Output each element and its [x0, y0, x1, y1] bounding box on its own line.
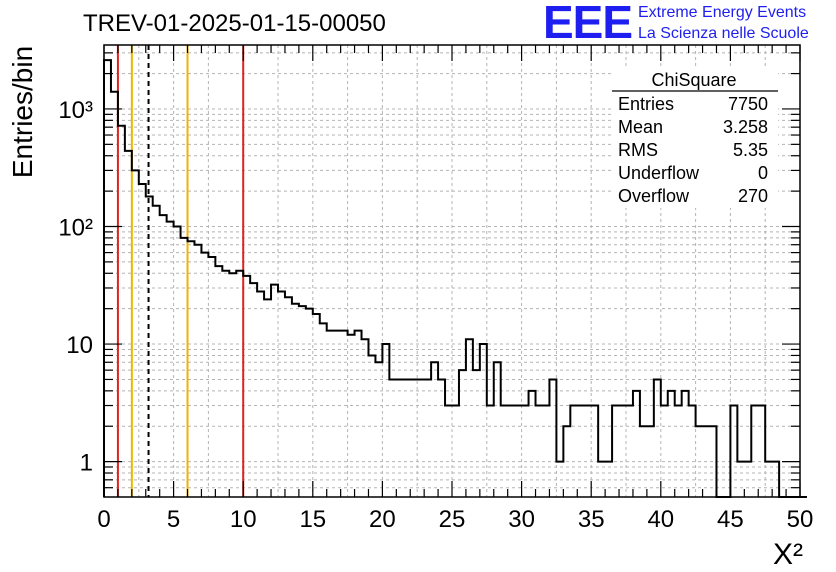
brand-line-2: La Scienza nelle Scuole [638, 25, 809, 42]
stats-row-label: RMS [618, 140, 658, 160]
x-tick-label: 20 [369, 506, 396, 533]
stats-row-label: Overflow [618, 186, 690, 206]
axis-ticks [103, 45, 801, 497]
brand-banner: EEE Extreme Energy Events La Scienza nel… [543, 0, 835, 48]
x-tick-label: 40 [647, 506, 674, 533]
y-tick-labels: 1 10 10² 10³ [58, 97, 93, 477]
stats-row-value: 270 [738, 186, 768, 206]
y-tick-label: 10² [58, 215, 93, 242]
x-tick-labels: 0 5 10 15 20 25 30 35 40 45 50 [97, 506, 813, 533]
stats-row-label: Underflow [618, 163, 700, 183]
x-tick-label: 35 [578, 506, 605, 533]
stats-row-value: 5.35 [733, 140, 768, 160]
stats-row-label: Entries [618, 94, 674, 114]
x-tick-label: 10 [230, 506, 257, 533]
y-tick-label: 10³ [58, 97, 93, 124]
x-tick-label: 25 [439, 506, 466, 533]
x-tick-label: 5 [167, 506, 180, 533]
y-axis-label: Entries/bin [7, 46, 38, 178]
histogram-line [103, 59, 807, 498]
x-tick-label: 45 [717, 506, 744, 533]
x-tick-label: 0 [97, 506, 110, 533]
x-tick-label: 15 [299, 506, 326, 533]
stats-box: ChiSquare Entries 7750 Mean 3.258 RMS 5.35 Und… [612, 68, 778, 208]
y-tick-label: 1 [80, 450, 93, 477]
x-tick-label: 30 [508, 506, 535, 533]
stats-row-value: 7750 [728, 94, 768, 114]
brand-logo: EEE [543, 0, 633, 48]
stats-row-label: Mean [618, 117, 663, 137]
stats-row-value: 3.258 [723, 117, 768, 137]
page-title: TREV-01-2025-01-15-00050 [83, 10, 386, 37]
x-tick-label: 50 [787, 506, 814, 533]
x-axis-label: X² [773, 538, 803, 571]
y-tick-label: 10 [66, 332, 93, 359]
brand-line-1: Extreme Energy Events [638, 4, 807, 21]
stats-row-value: 0 [758, 163, 768, 183]
stats-name: ChiSquare [651, 70, 736, 90]
